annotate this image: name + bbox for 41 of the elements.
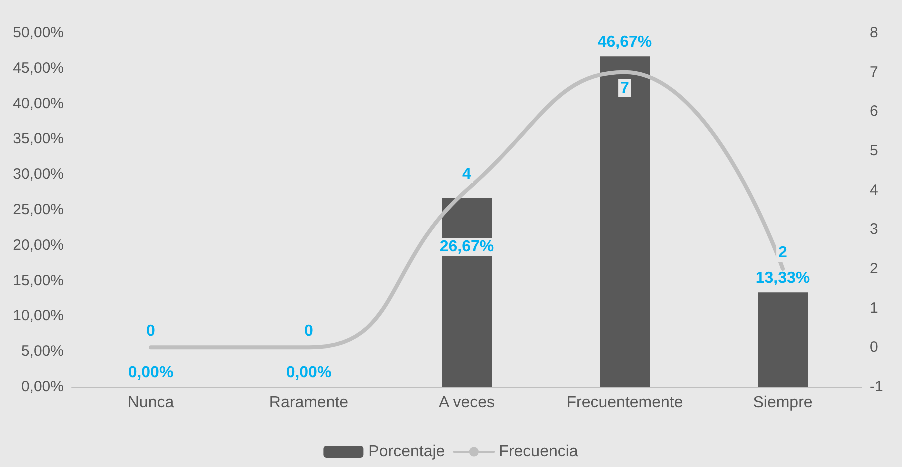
data-label: 0,00%	[286, 364, 332, 382]
legend-label: Porcentaje	[368, 444, 446, 460]
y-tick-label: 50,00%	[13, 24, 64, 42]
legend-label: Frecuencia	[499, 444, 578, 460]
bar	[442, 198, 492, 387]
y-tick-label: 10,00%	[13, 308, 64, 325]
data-label: 13,33%	[756, 270, 810, 288]
x-tick-label: Raramente	[269, 394, 349, 412]
data-label: 7	[620, 80, 630, 97]
y-tick-label: 20,00%	[13, 236, 64, 254]
data-label: 26,67%	[440, 238, 494, 256]
y2-tick-label: 6	[870, 103, 878, 120]
y2-tick-label: 0	[870, 339, 878, 356]
x-tick-label: Frecuentemente	[566, 394, 684, 412]
y-tick-label: 35,00%	[13, 130, 64, 148]
y2-tick-label: 1	[870, 300, 878, 317]
bar	[758, 292, 808, 387]
y2-tick-label: -1	[870, 378, 884, 396]
bar	[600, 56, 650, 387]
y-tick-label: 25,00%	[13, 202, 64, 218]
y-tick-label: 40,00%	[13, 95, 64, 112]
y-tick-label: 45,00%	[13, 60, 64, 77]
data-label: 4	[462, 166, 472, 183]
x-tick-label: Siempre	[753, 394, 813, 412]
y2-tick-label: 8	[870, 24, 878, 42]
y2-tick-label: 2	[870, 260, 878, 278]
y-tick-label: 0,00%	[21, 378, 64, 396]
data-label: 2	[778, 244, 788, 262]
y2-tick-label: 4	[870, 182, 878, 199]
data-label: 46,67%	[598, 34, 652, 52]
y-tick-label: 5,00%	[21, 343, 64, 360]
y2-tick-label: 3	[870, 221, 878, 238]
data-label: 0	[304, 323, 314, 340]
x-tick-label: A veces	[438, 394, 496, 412]
y-tick-label: 30,00%	[13, 166, 64, 184]
data-label: 0,00%	[128, 364, 174, 382]
y-tick-label: 15,00%	[13, 272, 64, 290]
y2-tick-label: 7	[870, 64, 878, 81]
y2-tick-label: 5	[870, 142, 878, 160]
data-label: 0	[146, 323, 156, 340]
x-tick-label: Nunca	[128, 394, 174, 412]
